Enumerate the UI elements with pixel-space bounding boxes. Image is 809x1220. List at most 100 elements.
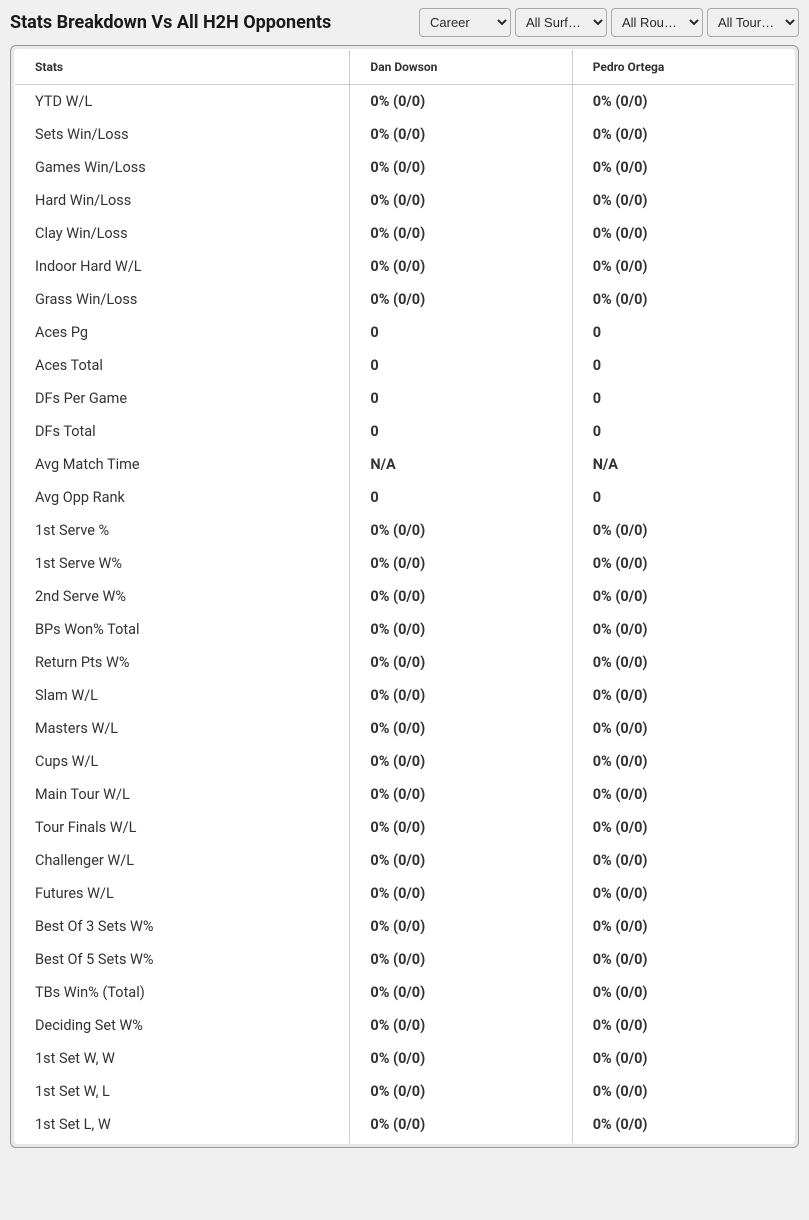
player1-value: 0% (0/0): [350, 250, 572, 283]
player1-value: 0% (0/0): [350, 514, 572, 547]
stat-label: Challenger W/L: [15, 844, 350, 877]
player2-value: 0% (0/0): [572, 910, 794, 943]
stat-label: Return Pts W%: [15, 646, 350, 679]
filter-period-select[interactable]: Career: [419, 8, 511, 37]
table-row: Best Of 5 Sets W%0% (0/0)0% (0/0): [15, 943, 795, 976]
player1-value: 0% (0/0): [350, 1075, 572, 1108]
table-row: Games Win/Loss0% (0/0)0% (0/0): [15, 151, 795, 184]
player1-value: 0% (0/0): [350, 976, 572, 1009]
table-row: Deciding Set W%0% (0/0)0% (0/0): [15, 1009, 795, 1042]
player1-value: 0% (0/0): [350, 151, 572, 184]
player2-value: 0% (0/0): [572, 1042, 794, 1075]
player2-value: 0% (0/0): [572, 778, 794, 811]
table-row: 1st Set W, W0% (0/0)0% (0/0): [15, 1042, 795, 1075]
player1-value: 0: [350, 382, 572, 415]
table-row: DFs Per Game00: [15, 382, 795, 415]
stat-label: Best Of 3 Sets W%: [15, 910, 350, 943]
stat-label: Hard Win/Loss: [15, 184, 350, 217]
player2-value: 0% (0/0): [572, 613, 794, 646]
stats-table: Stats Dan Dowson Pedro Ortega YTD W/L0% …: [14, 49, 795, 1144]
stat-label: 1st Serve %: [15, 514, 350, 547]
player2-value: 0% (0/0): [572, 976, 794, 1009]
stat-label: Games Win/Loss: [15, 151, 350, 184]
stat-label: Main Tour W/L: [15, 778, 350, 811]
player2-value: 0% (0/0): [572, 151, 794, 184]
player1-value: 0: [350, 349, 572, 382]
table-header-row: Stats Dan Dowson Pedro Ortega: [15, 50, 795, 85]
filter-tour-select[interactable]: All Tour…: [707, 8, 799, 37]
player1-value: 0% (0/0): [350, 646, 572, 679]
stat-label: Cups W/L: [15, 745, 350, 778]
player1-value: 0% (0/0): [350, 1042, 572, 1075]
stat-label: Tour Finals W/L: [15, 811, 350, 844]
stat-label: Masters W/L: [15, 712, 350, 745]
player1-value: 0% (0/0): [350, 943, 572, 976]
table-row: Sets Win/Loss0% (0/0)0% (0/0): [15, 118, 795, 151]
table-row: Indoor Hard W/L0% (0/0)0% (0/0): [15, 250, 795, 283]
player1-value: 0% (0/0): [350, 778, 572, 811]
column-header-player1: Dan Dowson: [350, 50, 572, 85]
player2-value: 0: [572, 316, 794, 349]
stat-label: 1st Serve W%: [15, 547, 350, 580]
player1-value: N/A: [350, 448, 572, 481]
table-row: 1st Set L, W0% (0/0)0% (0/0): [15, 1108, 795, 1144]
stat-label: Aces Pg: [15, 316, 350, 349]
player1-value: 0% (0/0): [350, 1009, 572, 1042]
table-row: Aces Pg00: [15, 316, 795, 349]
table-row: Clay Win/Loss0% (0/0)0% (0/0): [15, 217, 795, 250]
stat-label: BPs Won% Total: [15, 613, 350, 646]
player2-value: N/A: [572, 448, 794, 481]
stat-label: Grass Win/Loss: [15, 283, 350, 316]
table-row: Masters W/L0% (0/0)0% (0/0): [15, 712, 795, 745]
player1-value: 0% (0/0): [350, 679, 572, 712]
player2-value: 0% (0/0): [572, 811, 794, 844]
stat-label: Sets Win/Loss: [15, 118, 350, 151]
table-row: Avg Opp Rank00: [15, 481, 795, 514]
player2-value: 0% (0/0): [572, 85, 794, 119]
player2-value: 0% (0/0): [572, 250, 794, 283]
table-row: Cups W/L0% (0/0)0% (0/0): [15, 745, 795, 778]
table-row: 2nd Serve W%0% (0/0)0% (0/0): [15, 580, 795, 613]
player2-value: 0% (0/0): [572, 1009, 794, 1042]
table-row: BPs Won% Total0% (0/0)0% (0/0): [15, 613, 795, 646]
player2-value: 0: [572, 481, 794, 514]
stat-label: DFs Per Game: [15, 382, 350, 415]
table-row: 1st Serve %0% (0/0)0% (0/0): [15, 514, 795, 547]
player1-value: 0% (0/0): [350, 1108, 572, 1144]
player1-value: 0% (0/0): [350, 712, 572, 745]
player2-value: 0: [572, 349, 794, 382]
stat-label: 2nd Serve W%: [15, 580, 350, 613]
player1-value: 0% (0/0): [350, 580, 572, 613]
player2-value: 0% (0/0): [572, 118, 794, 151]
player2-value: 0% (0/0): [572, 844, 794, 877]
stat-label: DFs Total: [15, 415, 350, 448]
table-row: TBs Win% (Total)0% (0/0)0% (0/0): [15, 976, 795, 1009]
table-row: YTD W/L0% (0/0)0% (0/0): [15, 85, 795, 119]
stat-label: Best Of 5 Sets W%: [15, 943, 350, 976]
player1-value: 0% (0/0): [350, 745, 572, 778]
player2-value: 0% (0/0): [572, 184, 794, 217]
column-header-player2: Pedro Ortega: [572, 50, 794, 85]
table-row: Best Of 3 Sets W%0% (0/0)0% (0/0): [15, 910, 795, 943]
player2-value: 0% (0/0): [572, 1075, 794, 1108]
stat-label: Slam W/L: [15, 679, 350, 712]
table-row: Aces Total00: [15, 349, 795, 382]
player1-value: 0% (0/0): [350, 844, 572, 877]
player1-value: 0: [350, 415, 572, 448]
stat-label: Indoor Hard W/L: [15, 250, 350, 283]
header-bar: Stats Breakdown Vs All H2H Opponents Car…: [0, 0, 809, 45]
stat-label: YTD W/L: [15, 85, 350, 119]
player2-value: 0% (0/0): [572, 745, 794, 778]
stat-label: Clay Win/Loss: [15, 217, 350, 250]
player1-value: 0% (0/0): [350, 547, 572, 580]
player1-value: 0% (0/0): [350, 811, 572, 844]
column-header-stats: Stats: [15, 50, 350, 85]
player2-value: 0% (0/0): [572, 514, 794, 547]
filter-round-select[interactable]: All Rou…: [611, 8, 703, 37]
player1-value: 0% (0/0): [350, 613, 572, 646]
player2-value: 0% (0/0): [572, 646, 794, 679]
player2-value: 0% (0/0): [572, 1108, 794, 1144]
filter-surface-select[interactable]: All Surf…: [515, 8, 607, 37]
player2-value: 0% (0/0): [572, 217, 794, 250]
table-row: Avg Match TimeN/AN/A: [15, 448, 795, 481]
